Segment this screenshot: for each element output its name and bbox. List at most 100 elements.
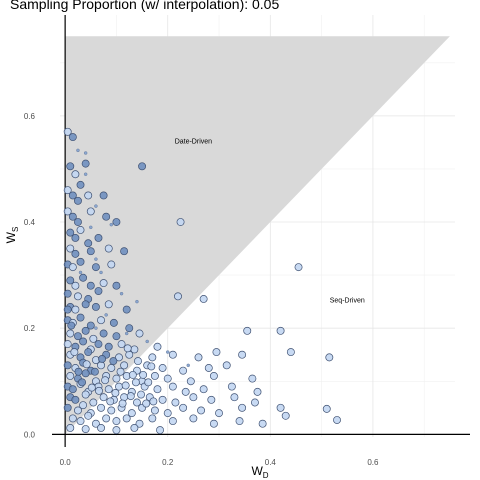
data-point — [63, 340, 72, 349]
data-point — [68, 263, 77, 272]
data-point — [142, 399, 151, 408]
data-point — [130, 424, 139, 432]
data-point — [168, 350, 177, 359]
y-tick-label: 0.6 — [24, 112, 36, 121]
data-point — [94, 233, 103, 242]
data-point — [238, 403, 247, 412]
data-point — [66, 162, 75, 171]
data-point — [238, 350, 247, 359]
data-point — [207, 395, 216, 404]
y-axis-title: WS — [4, 227, 20, 244]
small-data-point — [186, 363, 190, 368]
data-point — [76, 226, 85, 234]
data-point — [81, 326, 90, 335]
data-point — [132, 398, 141, 407]
x-axis-title: WD — [251, 464, 268, 480]
data-point — [87, 383, 96, 392]
region-label: Seq-Driven — [330, 298, 365, 305]
small-data-point — [109, 222, 113, 227]
x-axis-title-sub: D — [263, 471, 269, 480]
data-point — [294, 263, 303, 272]
data-point — [168, 417, 177, 426]
data-point — [86, 207, 95, 216]
data-point — [281, 411, 290, 420]
data-points — [63, 127, 341, 435]
data-point — [70, 348, 79, 357]
data-point — [81, 425, 90, 433]
data-point — [94, 340, 103, 349]
data-point — [135, 419, 144, 428]
data-point — [63, 207, 72, 216]
data-point — [115, 382, 123, 391]
data-point — [107, 364, 116, 372]
data-point — [189, 393, 198, 402]
data-point — [131, 378, 140, 387]
data-point — [235, 417, 244, 426]
small-data-point — [135, 299, 139, 304]
data-point — [101, 376, 110, 385]
annotations: Date-Driven Seq-Driven — [175, 138, 365, 304]
tick-labels: 0.0 0.2 0.4 0.6 0.0 0.2 0.4 0.6 — [24, 112, 379, 467]
data-point — [102, 414, 111, 423]
y-tick-label: 0.2 — [24, 324, 36, 333]
data-point — [215, 409, 223, 418]
small-data-points — [76, 148, 190, 368]
data-point — [107, 260, 116, 269]
data-point — [97, 403, 105, 412]
data-point — [163, 374, 172, 383]
data-point — [98, 355, 107, 363]
data-point — [63, 127, 72, 136]
data-point — [250, 398, 259, 407]
data-point — [204, 364, 213, 372]
data-point — [227, 382, 236, 391]
small-data-point — [94, 326, 98, 330]
data-point — [199, 385, 208, 394]
data-point — [325, 353, 334, 362]
data-point — [94, 287, 103, 295]
data-point — [253, 387, 262, 396]
data-point — [68, 414, 77, 423]
data-point — [63, 403, 72, 412]
small-data-point — [94, 257, 98, 261]
data-point — [168, 382, 177, 391]
data-point — [76, 257, 85, 266]
data-point — [212, 348, 221, 357]
data-point — [99, 191, 108, 200]
data-point — [74, 292, 82, 301]
data-point — [71, 305, 80, 314]
data-point — [95, 386, 103, 395]
data-point — [197, 406, 206, 415]
data-point — [68, 385, 77, 394]
data-point — [66, 244, 75, 253]
data-point — [71, 281, 80, 290]
data-point — [134, 357, 142, 366]
data-point — [67, 321, 76, 330]
data-point — [74, 196, 82, 205]
data-point — [111, 388, 120, 397]
data-point — [71, 170, 80, 179]
data-point — [222, 361, 231, 370]
data-point — [181, 387, 190, 396]
data-point — [66, 424, 75, 432]
data-point — [243, 326, 252, 335]
data-point — [66, 228, 75, 237]
small-data-point — [145, 339, 149, 344]
data-point — [99, 279, 108, 288]
data-point — [158, 364, 167, 372]
data-point — [276, 326, 285, 335]
data-point — [120, 361, 129, 370]
data-point — [149, 397, 158, 406]
data-point — [125, 350, 134, 359]
data-point — [138, 162, 147, 171]
data-point — [74, 332, 82, 341]
data-point — [112, 281, 121, 290]
data-point — [150, 372, 159, 380]
data-point — [71, 249, 80, 258]
data-point — [194, 353, 203, 362]
data-point — [199, 295, 208, 303]
data-point — [86, 247, 95, 256]
data-point — [81, 300, 90, 309]
data-point — [91, 302, 100, 311]
data-point — [112, 218, 121, 226]
